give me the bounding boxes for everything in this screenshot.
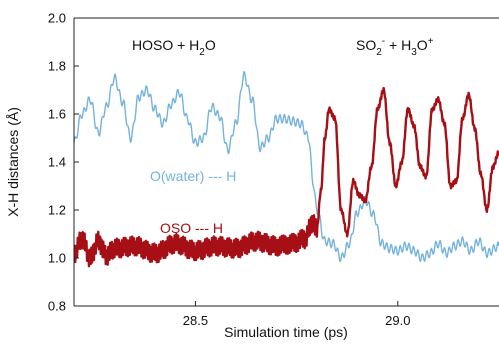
y-axis-title: X-H distances (Å) <box>5 107 21 217</box>
x-axis-title: Simulation time (ps) <box>224 324 348 340</box>
y-tick-label: 1.2 <box>48 203 66 218</box>
x-axis-ticks: 28.5 29.0 <box>183 301 410 328</box>
y-axis-ticks: 0.8 1.0 1.2 1.4 1.6 1.8 2.0 <box>48 11 79 314</box>
left-state-annotation: HOSO + H2O <box>132 37 216 58</box>
y-tick-label: 1.8 <box>48 59 66 74</box>
y-tick-label: 0.8 <box>48 299 66 314</box>
series-layer <box>74 70 499 268</box>
series-line-water <box>74 70 499 263</box>
series-label-water: O(water) --- H <box>150 168 236 184</box>
x-tick-label: 28.5 <box>183 313 208 328</box>
y-tick-label: 1.6 <box>48 107 66 122</box>
y-tick-label: 1.4 <box>48 155 66 170</box>
y-tick-label: 1.0 <box>48 251 66 266</box>
right-state-annotation: SO2- + H3O+ <box>356 36 434 58</box>
series-line-oso <box>74 86 499 268</box>
series-label-oso: OSO --- H <box>160 220 223 236</box>
x-tick-label: 29.0 <box>385 313 410 328</box>
y-tick-label: 2.0 <box>48 11 66 26</box>
